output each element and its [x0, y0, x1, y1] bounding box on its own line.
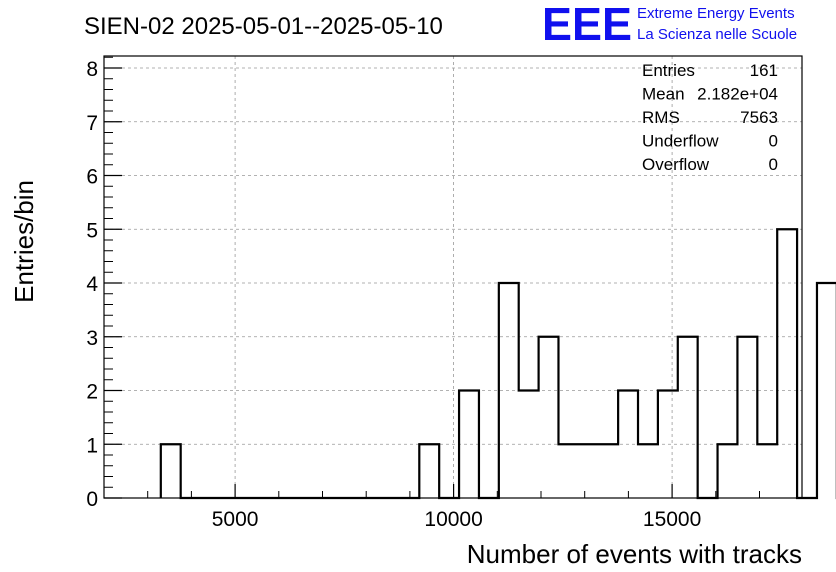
stats-label: Underflow	[642, 132, 719, 151]
histogram-bin	[757, 444, 777, 498]
histogram-bin	[618, 391, 638, 499]
x-tick-label: 10000	[424, 508, 482, 531]
chart-title: SIEN-02 2025-05-01--2025-05-10	[84, 13, 443, 40]
stats-label: Overflow	[642, 155, 710, 174]
logo-line-1: Extreme Energy Events	[637, 5, 795, 22]
x-axis-label: Number of events with tracks	[467, 539, 802, 569]
stats-value: 0	[769, 155, 778, 174]
histogram-bin	[777, 229, 797, 498]
histogram-bin	[558, 444, 578, 498]
histogram-bin	[539, 337, 559, 498]
histogram-bin	[678, 337, 698, 498]
stats-value: 0	[769, 132, 778, 151]
stats-value: 161	[750, 61, 778, 80]
y-tick-label: 3	[86, 327, 98, 350]
y-tick-label: 6	[86, 166, 98, 189]
stats-label: RMS	[642, 108, 680, 127]
stats-value: 7563	[740, 108, 778, 127]
y-tick-label: 4	[86, 273, 98, 296]
histogram-bin	[578, 444, 598, 498]
logo-mark: EEE	[542, 0, 632, 50]
x-tick-label: 5000	[212, 508, 259, 531]
histogram-bin	[459, 391, 479, 499]
histogram-bin	[419, 444, 439, 498]
stats-box: Entries 161 Mean 2.182e+04 RMS 7563 Underflow 0…	[642, 61, 778, 174]
y-tick-label: 8	[86, 58, 98, 81]
histogram-bin	[598, 444, 618, 498]
logo-line-2: La Scienza nelle Scuole	[637, 26, 797, 43]
y-tick-label: 2	[86, 381, 98, 404]
histogram-bin	[499, 283, 519, 498]
y-tick-label: 7	[86, 112, 98, 135]
stats-value: 2.182e+04	[697, 85, 778, 104]
y-tick-label: 1	[86, 434, 98, 457]
histogram-bin	[638, 444, 658, 498]
histogram-bars	[159, 228, 836, 500]
x-tick-label: 15000	[643, 508, 701, 531]
histogram-bin	[519, 391, 539, 499]
histogram-bin	[161, 444, 181, 498]
stats-label: Mean	[642, 85, 685, 104]
histogram-bin	[817, 283, 836, 498]
y-axis-label: Entries/bin	[9, 180, 39, 303]
histogram-bin	[737, 337, 757, 498]
histogram-bin	[658, 391, 678, 499]
y-tick-label: 0	[86, 488, 98, 511]
eee-logo: EEE Extreme Energy Events La Scienza nel…	[542, 0, 797, 50]
stats-label: Entries	[642, 61, 695, 80]
y-tick-label: 5	[86, 219, 98, 242]
histogram-bin	[718, 444, 738, 498]
grid	[104, 56, 802, 498]
histogram-outline	[159, 228, 836, 500]
axes: 50001000015000200002500030000012345678	[86, 56, 760, 531]
